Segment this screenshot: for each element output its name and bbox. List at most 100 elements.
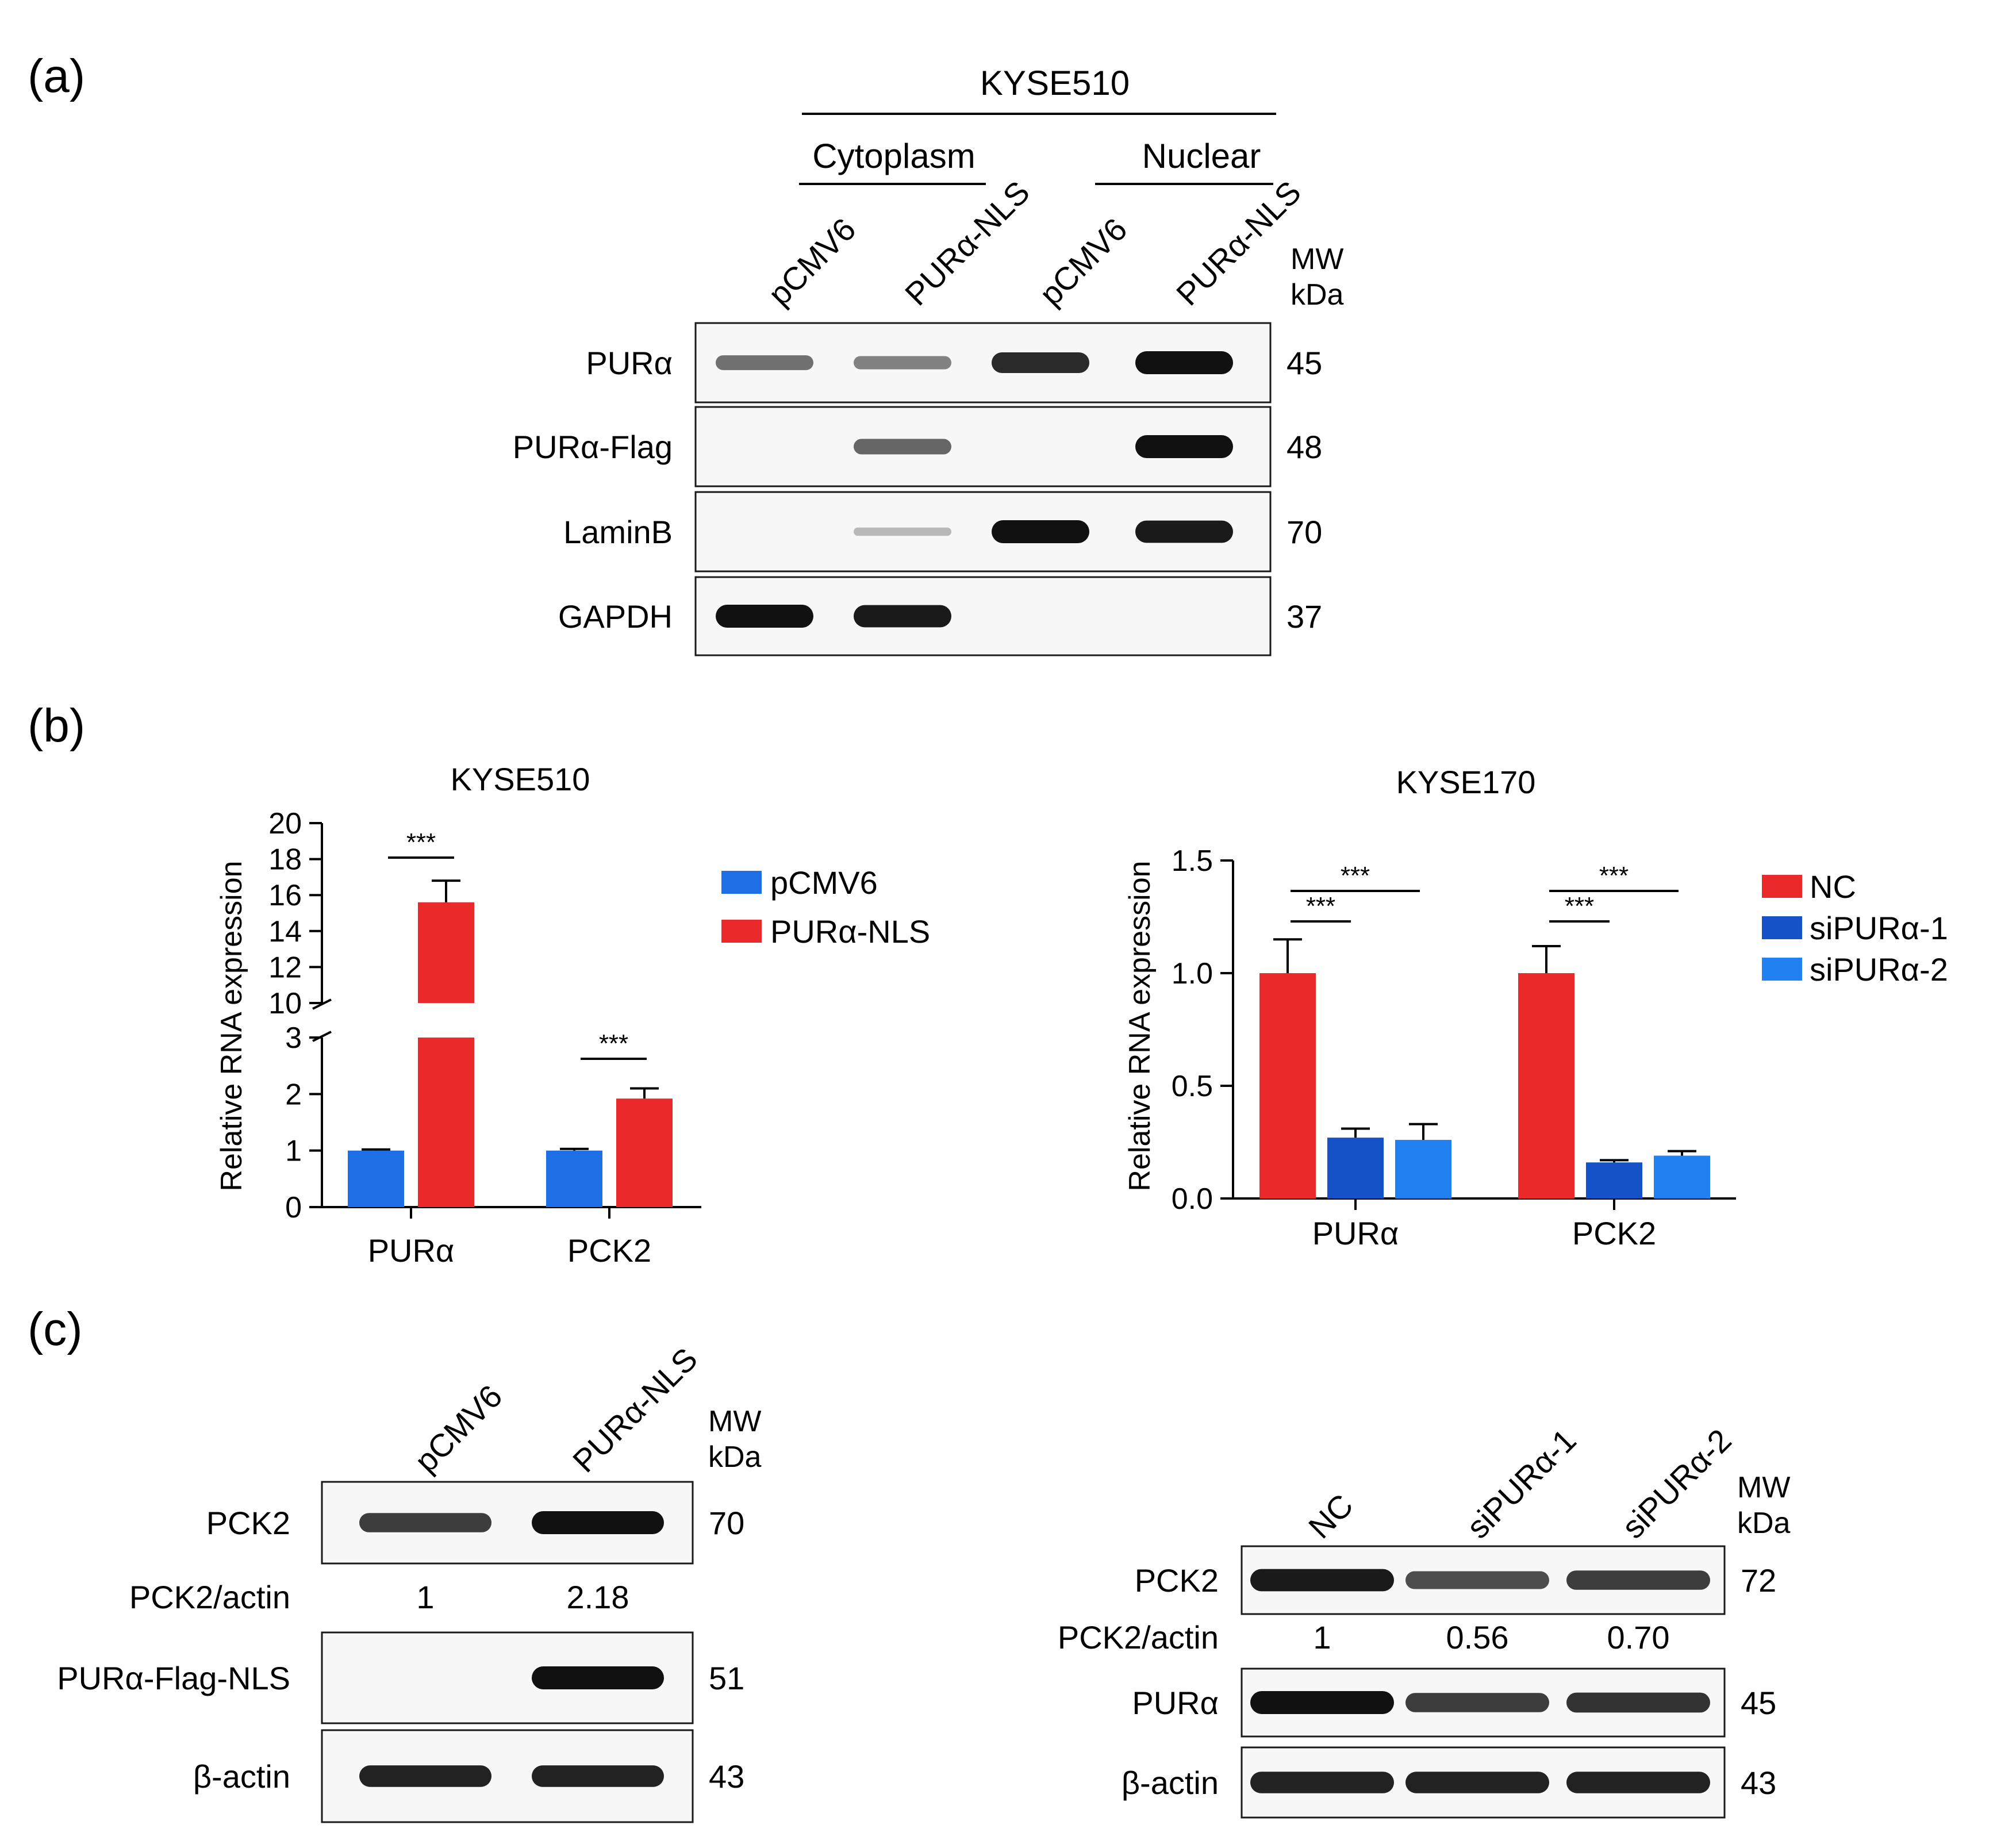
blot-band bbox=[1250, 1691, 1394, 1714]
y-axis-label: Relative RNA expression bbox=[1123, 860, 1157, 1191]
blot-band bbox=[1250, 1569, 1394, 1592]
lane-label: siPURα-2 bbox=[1615, 1422, 1738, 1546]
bar bbox=[1654, 1155, 1710, 1198]
panel-c-right-western-blot: NC siPURα-1 siPURα-2 MW kDa PCK2 72 PURα 45… bbox=[1058, 1422, 1791, 1819]
significance-label: *** bbox=[1565, 892, 1594, 920]
legend-swatch bbox=[721, 920, 762, 943]
lane-label: PURα-NLS bbox=[1169, 174, 1308, 312]
x-tick-label: PURα bbox=[1312, 1215, 1399, 1251]
panel-a-cell-line: KYSE510 bbox=[980, 64, 1130, 102]
bar bbox=[348, 1150, 404, 1207]
panel-label-b: (b) bbox=[28, 700, 85, 752]
ratio-label: PCK2/actin bbox=[129, 1579, 290, 1615]
x-tick-label: PCK2 bbox=[567, 1232, 651, 1269]
blot-row-label: PURα bbox=[586, 345, 673, 381]
y-tick-label: 12 bbox=[268, 951, 302, 984]
chart-axes: 0.0 0.5 1.0 1.5 PURα PCK2 bbox=[1172, 844, 1736, 1251]
legend-swatch bbox=[1762, 875, 1802, 898]
blot-band bbox=[359, 1765, 491, 1787]
ratio-value: 2.18 bbox=[567, 1579, 629, 1615]
blot-mw-value: 43 bbox=[1741, 1765, 1776, 1801]
lane-label: PURα-NLS bbox=[566, 1340, 704, 1479]
fraction-nuclear: Nuclear bbox=[1142, 137, 1261, 175]
bar bbox=[1586, 1162, 1642, 1198]
ratio-value: 1 bbox=[416, 1579, 434, 1615]
blot-mw-value: 72 bbox=[1741, 1562, 1776, 1599]
y-tick-label: 16 bbox=[268, 879, 302, 912]
chart-legend: NC siPURα-1 siPURα-2 bbox=[1762, 869, 1948, 988]
panel-c-left-blot-rows: PCK2 70 PURα-Flag-NLS 51 β-actin 43 PCK2/actin… bbox=[57, 1481, 744, 1823]
ratio-value: 0.70 bbox=[1607, 1619, 1670, 1655]
bar bbox=[616, 1098, 673, 1207]
significance-label: *** bbox=[599, 1029, 628, 1058]
blot-band bbox=[1566, 1570, 1710, 1590]
y-tick-label: 1.5 bbox=[1172, 844, 1213, 878]
blot-row-label: LaminB bbox=[563, 514, 673, 550]
blot-band bbox=[1566, 1772, 1710, 1793]
blot-mw-value: 51 bbox=[709, 1660, 744, 1696]
chart-legend: pCMV6 PURα-NLS bbox=[721, 865, 930, 950]
blot-band bbox=[1135, 351, 1233, 374]
blot-mw-value: 45 bbox=[1741, 1685, 1776, 1721]
blot-band bbox=[854, 356, 951, 370]
blot-band bbox=[854, 439, 951, 455]
blot-band bbox=[854, 605, 951, 628]
blot-row-label: PURα-Flag bbox=[513, 429, 673, 465]
ratio-label: PCK2/actin bbox=[1058, 1619, 1219, 1655]
significance-label: *** bbox=[1599, 862, 1629, 890]
bar bbox=[418, 1038, 474, 1207]
panel-a-western-blot: KYSE510 Cytoplasm Nuclear pCMV6 PURα-NLS… bbox=[513, 64, 1344, 656]
y-tick-label: 10 bbox=[268, 987, 302, 1020]
legend-label: pCMV6 bbox=[770, 865, 878, 901]
mw-header: MW bbox=[708, 1405, 761, 1438]
bar bbox=[1518, 973, 1574, 1198]
blot-band bbox=[1250, 1772, 1394, 1793]
mw-header: kDa bbox=[708, 1440, 762, 1474]
blot-row-label: β-actin bbox=[1122, 1765, 1219, 1801]
y-tick-label: 18 bbox=[268, 843, 302, 877]
y-tick-label: 0.0 bbox=[1172, 1182, 1213, 1216]
chart-title: KYSE170 bbox=[1396, 764, 1536, 800]
mw-header: kDa bbox=[1291, 278, 1344, 312]
mw-header: MW bbox=[1291, 243, 1343, 276]
panel-c-left-western-blot: pCMV6 PURα-NLS MW kDa PCK2 70 PURα-Flag-NL… bbox=[57, 1340, 762, 1823]
y-tick-label: 1 bbox=[285, 1135, 302, 1168]
blot-band bbox=[854, 527, 951, 536]
blot-band bbox=[1135, 435, 1233, 458]
panel-label-c: (c) bbox=[28, 1303, 83, 1355]
y-tick-label: 1.0 bbox=[1172, 957, 1213, 990]
chart-bars: *** *** bbox=[348, 828, 673, 1207]
chart-bars: ************ bbox=[1259, 862, 1710, 1198]
ratio-value: 0.56 bbox=[1446, 1619, 1509, 1655]
blot-mw-value: 43 bbox=[709, 1758, 744, 1795]
lane-label: pCMV6 bbox=[408, 1378, 509, 1480]
bar bbox=[1395, 1140, 1451, 1198]
blot-band bbox=[716, 605, 813, 628]
legend-label: PURα-NLS bbox=[770, 913, 930, 950]
blot-mw-value: 45 bbox=[1286, 345, 1322, 381]
blot-band bbox=[1566, 1692, 1710, 1713]
lane-label: NC bbox=[1301, 1487, 1360, 1546]
significance-label: *** bbox=[1306, 892, 1335, 920]
blot-mw-value: 70 bbox=[1286, 514, 1322, 550]
significance-label: *** bbox=[406, 828, 436, 856]
mw-header: MW bbox=[1737, 1471, 1790, 1504]
chart-kyse170: KYSE170 Relative RNA expression 0.0 0.5 1.… bbox=[1123, 764, 1948, 1251]
y-tick-label: 2 bbox=[285, 1078, 302, 1111]
panel-label-a: (a) bbox=[28, 50, 85, 102]
blot-mw-value: 70 bbox=[709, 1505, 744, 1541]
significance-label: *** bbox=[1341, 862, 1370, 890]
chart-title: KYSE510 bbox=[451, 761, 590, 797]
y-tick-label: 14 bbox=[268, 915, 302, 948]
blot-row-label: PURα-Flag-NLS bbox=[57, 1660, 290, 1696]
lane-label: pCMV6 bbox=[1032, 211, 1134, 313]
blot-band bbox=[992, 352, 1089, 374]
lane-label: siPURα-1 bbox=[1460, 1422, 1583, 1546]
mw-header: kDa bbox=[1737, 1507, 1791, 1540]
y-tick-label: 0.5 bbox=[1172, 1070, 1213, 1103]
blot-row-label: PCK2 bbox=[206, 1505, 290, 1541]
legend-label: siPURα-1 bbox=[1810, 910, 1948, 946]
panel-a-blot-rows: PURα 45 PURα-Flag 48 LaminB 70 GAPDH 37 bbox=[513, 322, 1322, 656]
bar bbox=[418, 902, 474, 1003]
